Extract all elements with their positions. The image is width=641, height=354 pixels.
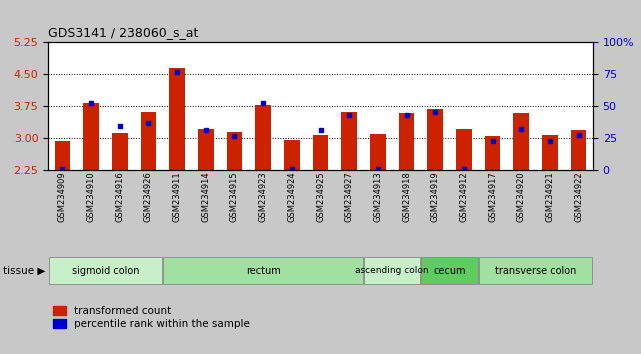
Bar (49, 257, 162, 284)
Text: tissue ▶: tissue ▶ (3, 266, 46, 276)
Bar (485, 136, 501, 170)
Bar (341, 112, 357, 170)
Bar (284, 140, 300, 170)
Bar (456, 129, 472, 170)
Bar (479, 257, 592, 284)
Bar (428, 109, 443, 170)
Bar (198, 129, 213, 170)
Bar (140, 112, 156, 170)
Legend: transformed count, percentile rank within the sample: transformed count, percentile rank withi… (53, 306, 250, 329)
Bar (163, 257, 363, 284)
Text: transverse colon: transverse colon (495, 266, 576, 276)
Bar (570, 130, 587, 170)
Text: sigmoid colon: sigmoid colon (72, 266, 139, 276)
Bar (255, 105, 271, 170)
Bar (83, 103, 99, 170)
Bar (364, 257, 420, 284)
Bar (421, 257, 478, 284)
Bar (54, 141, 71, 170)
Text: ascending colon: ascending colon (355, 266, 429, 275)
Bar (370, 134, 386, 170)
Bar (542, 135, 558, 170)
Text: cecum: cecum (433, 266, 466, 276)
Bar (226, 132, 242, 170)
Bar (169, 68, 185, 170)
Bar (112, 133, 128, 170)
Text: rectum: rectum (246, 266, 281, 276)
Bar (399, 113, 415, 170)
Bar (513, 113, 529, 170)
Bar (313, 135, 328, 170)
Text: GDS3141 / 238060_s_at: GDS3141 / 238060_s_at (48, 26, 199, 39)
